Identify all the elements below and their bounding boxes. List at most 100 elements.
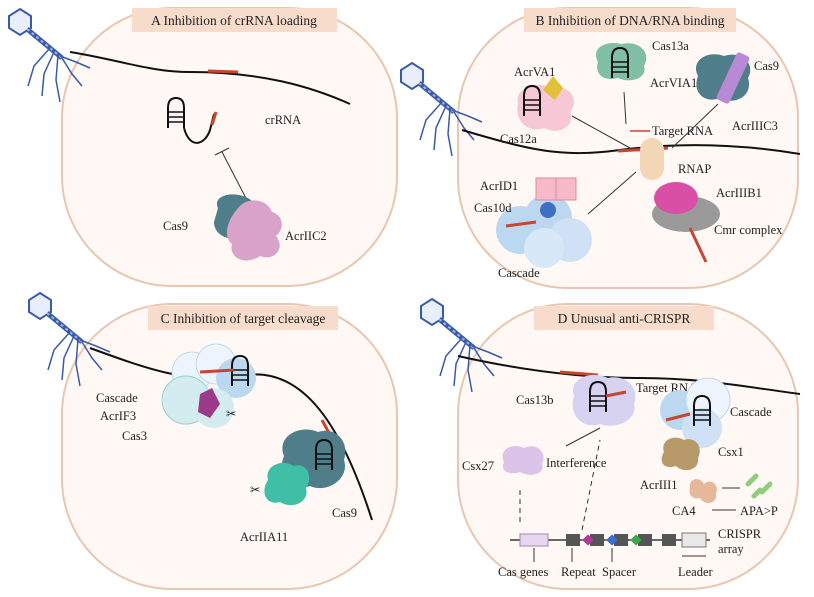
csx1-shape bbox=[661, 437, 700, 471]
panel-a-title: A Inhibition of crRNA loading bbox=[151, 13, 317, 28]
cascade-subunit bbox=[524, 228, 564, 268]
cascade-subunit bbox=[682, 408, 722, 448]
acriii1-shape bbox=[689, 479, 717, 503]
crrna-spacer bbox=[605, 390, 627, 398]
cas9-label: Cas9 bbox=[163, 219, 188, 233]
target-rna-label: Target RNA bbox=[652, 124, 713, 138]
panel-a-banner bbox=[132, 8, 337, 32]
crrna-spacer bbox=[199, 368, 235, 374]
dna-target-site bbox=[559, 370, 599, 377]
crrna-spacer bbox=[665, 412, 691, 422]
repeat-label: Repeat bbox=[561, 565, 596, 579]
cascade-label: Cascade bbox=[730, 405, 772, 419]
cmr-label: Cmr complex bbox=[714, 223, 783, 237]
leader-block bbox=[681, 532, 707, 548]
acriiib1-label: AcrIIIB1 bbox=[716, 186, 762, 200]
cascade-subunit bbox=[216, 358, 256, 398]
spacer-marker bbox=[606, 534, 618, 546]
acrif3-shape bbox=[198, 388, 220, 418]
panel-b: B Inhibition of DNA/RNA binding RNAP Tar… bbox=[401, 7, 801, 289]
panel-c-cell bbox=[61, 303, 398, 590]
acrid1-shape bbox=[535, 177, 557, 201]
csx27-label: Csx27 bbox=[462, 459, 494, 473]
inhibition-line bbox=[221, 151, 249, 203]
acrif3-label: AcrIF3 bbox=[100, 409, 136, 423]
crrna-label: crRNA bbox=[265, 113, 301, 127]
panel-c-title: C Inhibition of target cleavage bbox=[161, 311, 326, 326]
cas9-label: Cas9 bbox=[754, 59, 779, 73]
spacer-label: Spacer bbox=[602, 565, 637, 579]
ca4-label: CA4 bbox=[672, 504, 696, 518]
acriic2-label: AcrIIC2 bbox=[285, 229, 327, 243]
phage-dna bbox=[457, 355, 801, 395]
repeat-block bbox=[614, 534, 628, 546]
cas12a-shape bbox=[517, 84, 574, 131]
scissors-icon: ✂ bbox=[226, 407, 237, 421]
acrid1-shape bbox=[555, 177, 577, 201]
spacer-marker bbox=[582, 534, 594, 546]
cas10d-shape bbox=[540, 202, 556, 218]
inhibition-line bbox=[671, 103, 719, 149]
crrna-spacer bbox=[505, 220, 537, 228]
panel-c-banner bbox=[148, 306, 338, 330]
array-label: array bbox=[718, 542, 744, 556]
repeat-block bbox=[566, 534, 580, 546]
csx1-label: Csx1 bbox=[718, 445, 744, 459]
repeat-block bbox=[638, 534, 652, 546]
leader-label: Leader bbox=[678, 565, 714, 579]
csx27-shape bbox=[502, 445, 544, 475]
cas10d-label: Cas10d bbox=[474, 201, 512, 215]
acriia11-label: AcrIIA11 bbox=[240, 530, 288, 544]
rnap-shape bbox=[640, 138, 664, 180]
apa-label: APA>P bbox=[740, 504, 778, 518]
inhibition-bar bbox=[214, 147, 230, 156]
crrna-spacer bbox=[210, 111, 218, 126]
inhibition-line bbox=[623, 91, 627, 125]
panel-d-banner bbox=[534, 306, 714, 330]
scissors-icon: ✂ bbox=[250, 483, 261, 497]
panel-c: C Inhibition of target cleavage ✂ Cascad… bbox=[29, 293, 398, 590]
repeat-block bbox=[590, 534, 604, 546]
cas9-label: Cas9 bbox=[332, 506, 357, 520]
dna-target-site bbox=[207, 69, 239, 74]
ca4-fragments bbox=[745, 473, 773, 499]
acriiib1-shape bbox=[654, 182, 698, 214]
acriiic3-label: AcrIIIC3 bbox=[732, 119, 778, 133]
crrna-strand bbox=[183, 113, 215, 144]
acriiic3-shape bbox=[716, 52, 750, 104]
acrid1-label: AcrID1 bbox=[480, 179, 518, 193]
inhibition-line bbox=[565, 427, 601, 447]
interference-label: Interference bbox=[546, 456, 607, 470]
inhibition-line bbox=[571, 115, 631, 149]
cascade-label: Cascade bbox=[96, 391, 138, 405]
expression-arrow bbox=[581, 439, 601, 531]
cas-genes-block bbox=[519, 533, 549, 547]
acrva1-shape bbox=[543, 76, 563, 100]
panel-b-title: B Inhibition of DNA/RNA binding bbox=[535, 13, 724, 28]
rnap-label: RNAP bbox=[678, 162, 711, 176]
panel-d-cell bbox=[457, 303, 799, 590]
panel-b-banner bbox=[524, 8, 736, 32]
panel-a: A Inhibition of crRNA loading crRNA Cas9… bbox=[9, 7, 398, 287]
spacer-marker bbox=[630, 534, 642, 546]
acriic2-shape bbox=[226, 200, 282, 261]
inhibition-line bbox=[587, 171, 637, 215]
cmr-target bbox=[688, 227, 708, 263]
acrva1-label: AcrVA1 bbox=[514, 65, 555, 79]
cascade-label: Cascade bbox=[498, 266, 540, 280]
cas13a-label: Cas13a bbox=[652, 39, 689, 53]
acriia11-shape bbox=[264, 462, 310, 506]
cas3-label: Cas3 bbox=[122, 429, 147, 443]
panel-d-title: D Unusual anti-CRISPR bbox=[558, 311, 691, 326]
acrvia1-label: AcrVIA1 bbox=[650, 76, 697, 90]
panel-a-cell bbox=[61, 7, 398, 287]
crispr-label: CRISPR bbox=[718, 527, 762, 541]
cas13b-label: Cas13b bbox=[516, 393, 554, 407]
cas12a-label: Cas12a bbox=[500, 132, 537, 146]
cas-genes-label: Cas genes bbox=[498, 565, 548, 579]
phage-dna bbox=[69, 51, 351, 105]
repeat-block bbox=[662, 534, 676, 546]
panel-d: D Unusual anti-CRISPR Cas13b Target RNA … bbox=[421, 299, 801, 590]
